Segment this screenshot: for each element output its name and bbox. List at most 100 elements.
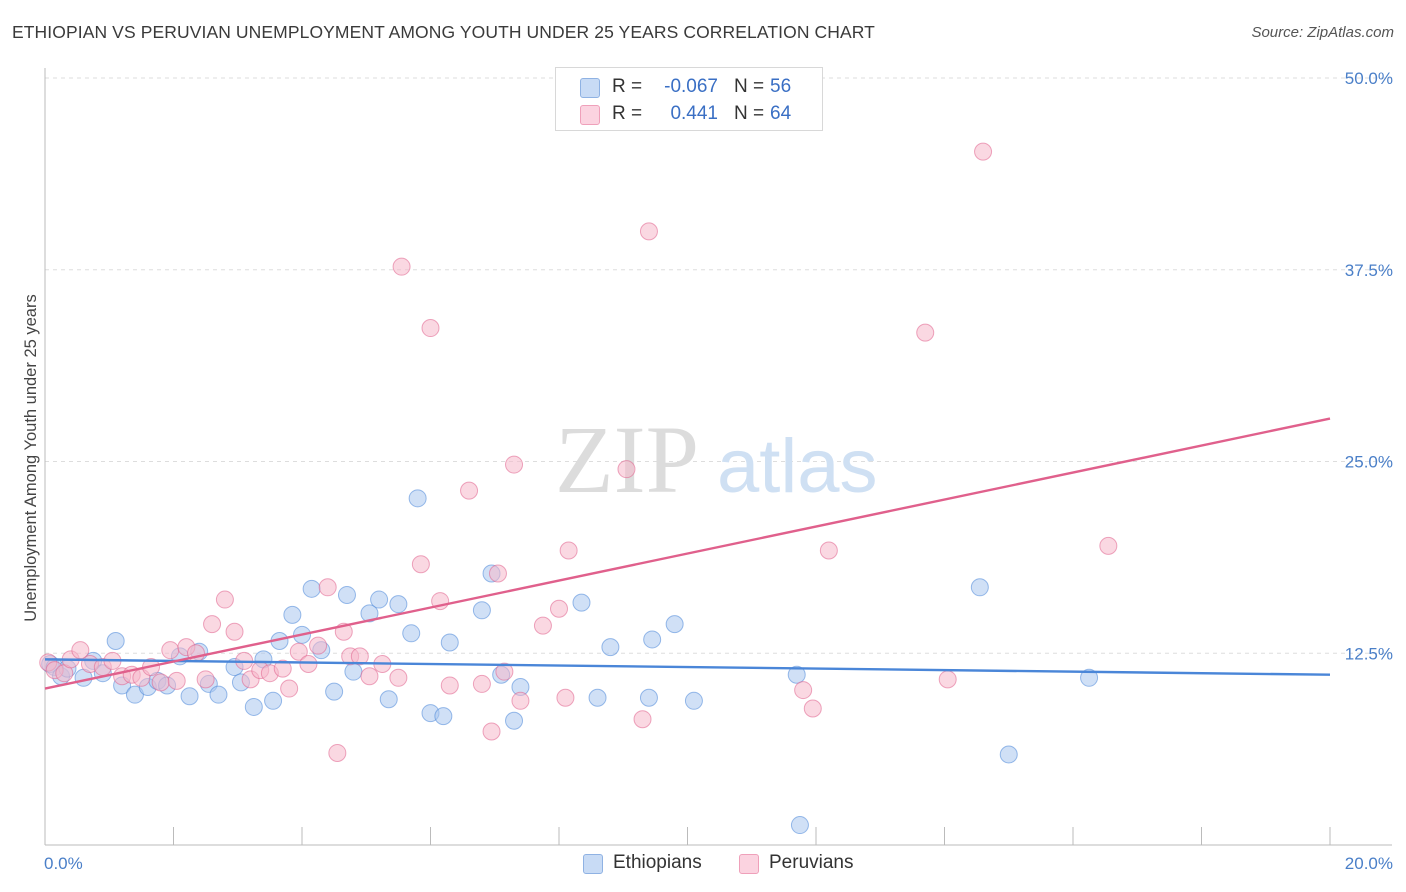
legend-r-label: R = <box>612 103 643 124</box>
data-point <box>280 679 299 698</box>
data-point <box>203 615 222 634</box>
data-point <box>938 670 957 689</box>
data-point <box>505 711 524 730</box>
data-point <box>180 687 199 706</box>
data-point <box>684 691 703 710</box>
data-point <box>559 541 578 560</box>
data-point <box>633 710 652 729</box>
tick-labels: 12.5% 25.0% 37.5% 50.0% 0.0% 20.0% <box>44 69 1393 873</box>
series-swatch-peruvians <box>739 854 759 874</box>
data-point <box>151 673 170 692</box>
data-point <box>392 257 411 276</box>
series-legend-ethiopians: Ethiopians <box>583 851 723 877</box>
data-point <box>819 541 838 560</box>
data-point <box>790 816 809 835</box>
legend-r-value: -0.067 <box>664 76 718 97</box>
data-point <box>273 659 292 678</box>
trend-line-peruvians <box>44 417 1331 690</box>
legend-n-label: N = <box>734 103 765 124</box>
data-points <box>39 142 1118 835</box>
y-tick-label: 37.5% <box>1345 261 1393 280</box>
legend-row-ethiopians: R = -0.067 N = 56 <box>556 74 822 100</box>
legend-swatch-peruvians <box>580 105 600 125</box>
data-point <box>639 688 658 707</box>
data-point <box>434 707 453 726</box>
legend-r-value: 0.441 <box>670 103 718 124</box>
data-point <box>999 745 1018 764</box>
data-point <box>360 667 379 686</box>
data-point <box>215 590 234 609</box>
data-point <box>299 654 318 673</box>
data-point <box>408 489 427 508</box>
data-point <box>389 668 408 687</box>
data-point <box>803 699 822 718</box>
data-point <box>665 615 684 634</box>
legend-n-label: N = <box>734 76 765 97</box>
data-point <box>495 662 514 681</box>
data-point <box>639 222 658 241</box>
data-point <box>344 662 363 681</box>
x-tick-label: 20.0% <box>1345 854 1393 873</box>
data-point <box>794 681 813 700</box>
data-point <box>974 142 993 161</box>
data-point <box>402 624 421 643</box>
data-point <box>482 722 501 741</box>
data-point <box>379 690 398 709</box>
y-axis-label: Unemployment Among Youth under 25 years <box>22 294 40 621</box>
data-point <box>283 605 302 624</box>
data-point <box>511 691 530 710</box>
data-point <box>556 688 575 707</box>
series-swatch-ethiopians <box>583 854 603 874</box>
data-point <box>318 578 337 597</box>
data-point <box>550 599 568 618</box>
data-point <box>472 674 491 693</box>
gridlines <box>45 77 1392 654</box>
axes <box>44 68 1392 846</box>
data-point <box>167 671 186 690</box>
y-tick-label: 50.0% <box>1345 69 1393 88</box>
data-point <box>350 647 369 666</box>
source-label: Source: ZipAtlas.com <box>1251 24 1394 41</box>
chart-title: ETHIOPIAN VS PERUVIAN UNEMPLOYMENT AMONG… <box>12 22 875 42</box>
data-point <box>389 595 408 614</box>
x-tick-label: 0.0% <box>44 854 83 873</box>
data-point <box>440 676 459 695</box>
series-peruvians <box>39 142 1118 762</box>
legend-n-value: 64 <box>770 103 792 124</box>
data-point <box>225 622 244 641</box>
trend-lines <box>44 417 1331 690</box>
data-point <box>787 665 806 684</box>
data-point <box>460 481 479 500</box>
data-point <box>488 564 507 583</box>
series-label-ethiopians: Ethiopians <box>613 852 702 873</box>
data-point <box>617 460 636 479</box>
trend-line-ethiopians <box>44 658 1331 676</box>
data-point <box>289 642 308 661</box>
data-point <box>244 697 263 716</box>
data-point <box>601 638 620 657</box>
data-point <box>264 691 283 710</box>
data-point <box>643 630 662 649</box>
data-point <box>1099 536 1118 555</box>
data-point <box>505 455 524 474</box>
data-point <box>196 670 215 689</box>
watermark-zip: ZIP <box>555 406 699 513</box>
data-point <box>161 641 180 660</box>
data-point <box>588 688 607 707</box>
series-legend-peruvians: Peruvians <box>739 851 879 877</box>
watermark-atlas: atlas <box>717 424 878 509</box>
data-point <box>325 682 344 701</box>
data-point <box>572 593 591 612</box>
y-tick-label: 12.5% <box>1345 644 1393 663</box>
data-point <box>106 631 125 650</box>
data-point <box>209 685 228 704</box>
data-point <box>1080 668 1099 687</box>
y-tick-label: 25.0% <box>1345 453 1393 472</box>
data-point <box>440 633 459 652</box>
data-point <box>411 555 430 574</box>
data-point <box>916 323 935 342</box>
data-point <box>970 578 989 597</box>
data-point <box>360 604 379 623</box>
data-point <box>421 319 440 338</box>
